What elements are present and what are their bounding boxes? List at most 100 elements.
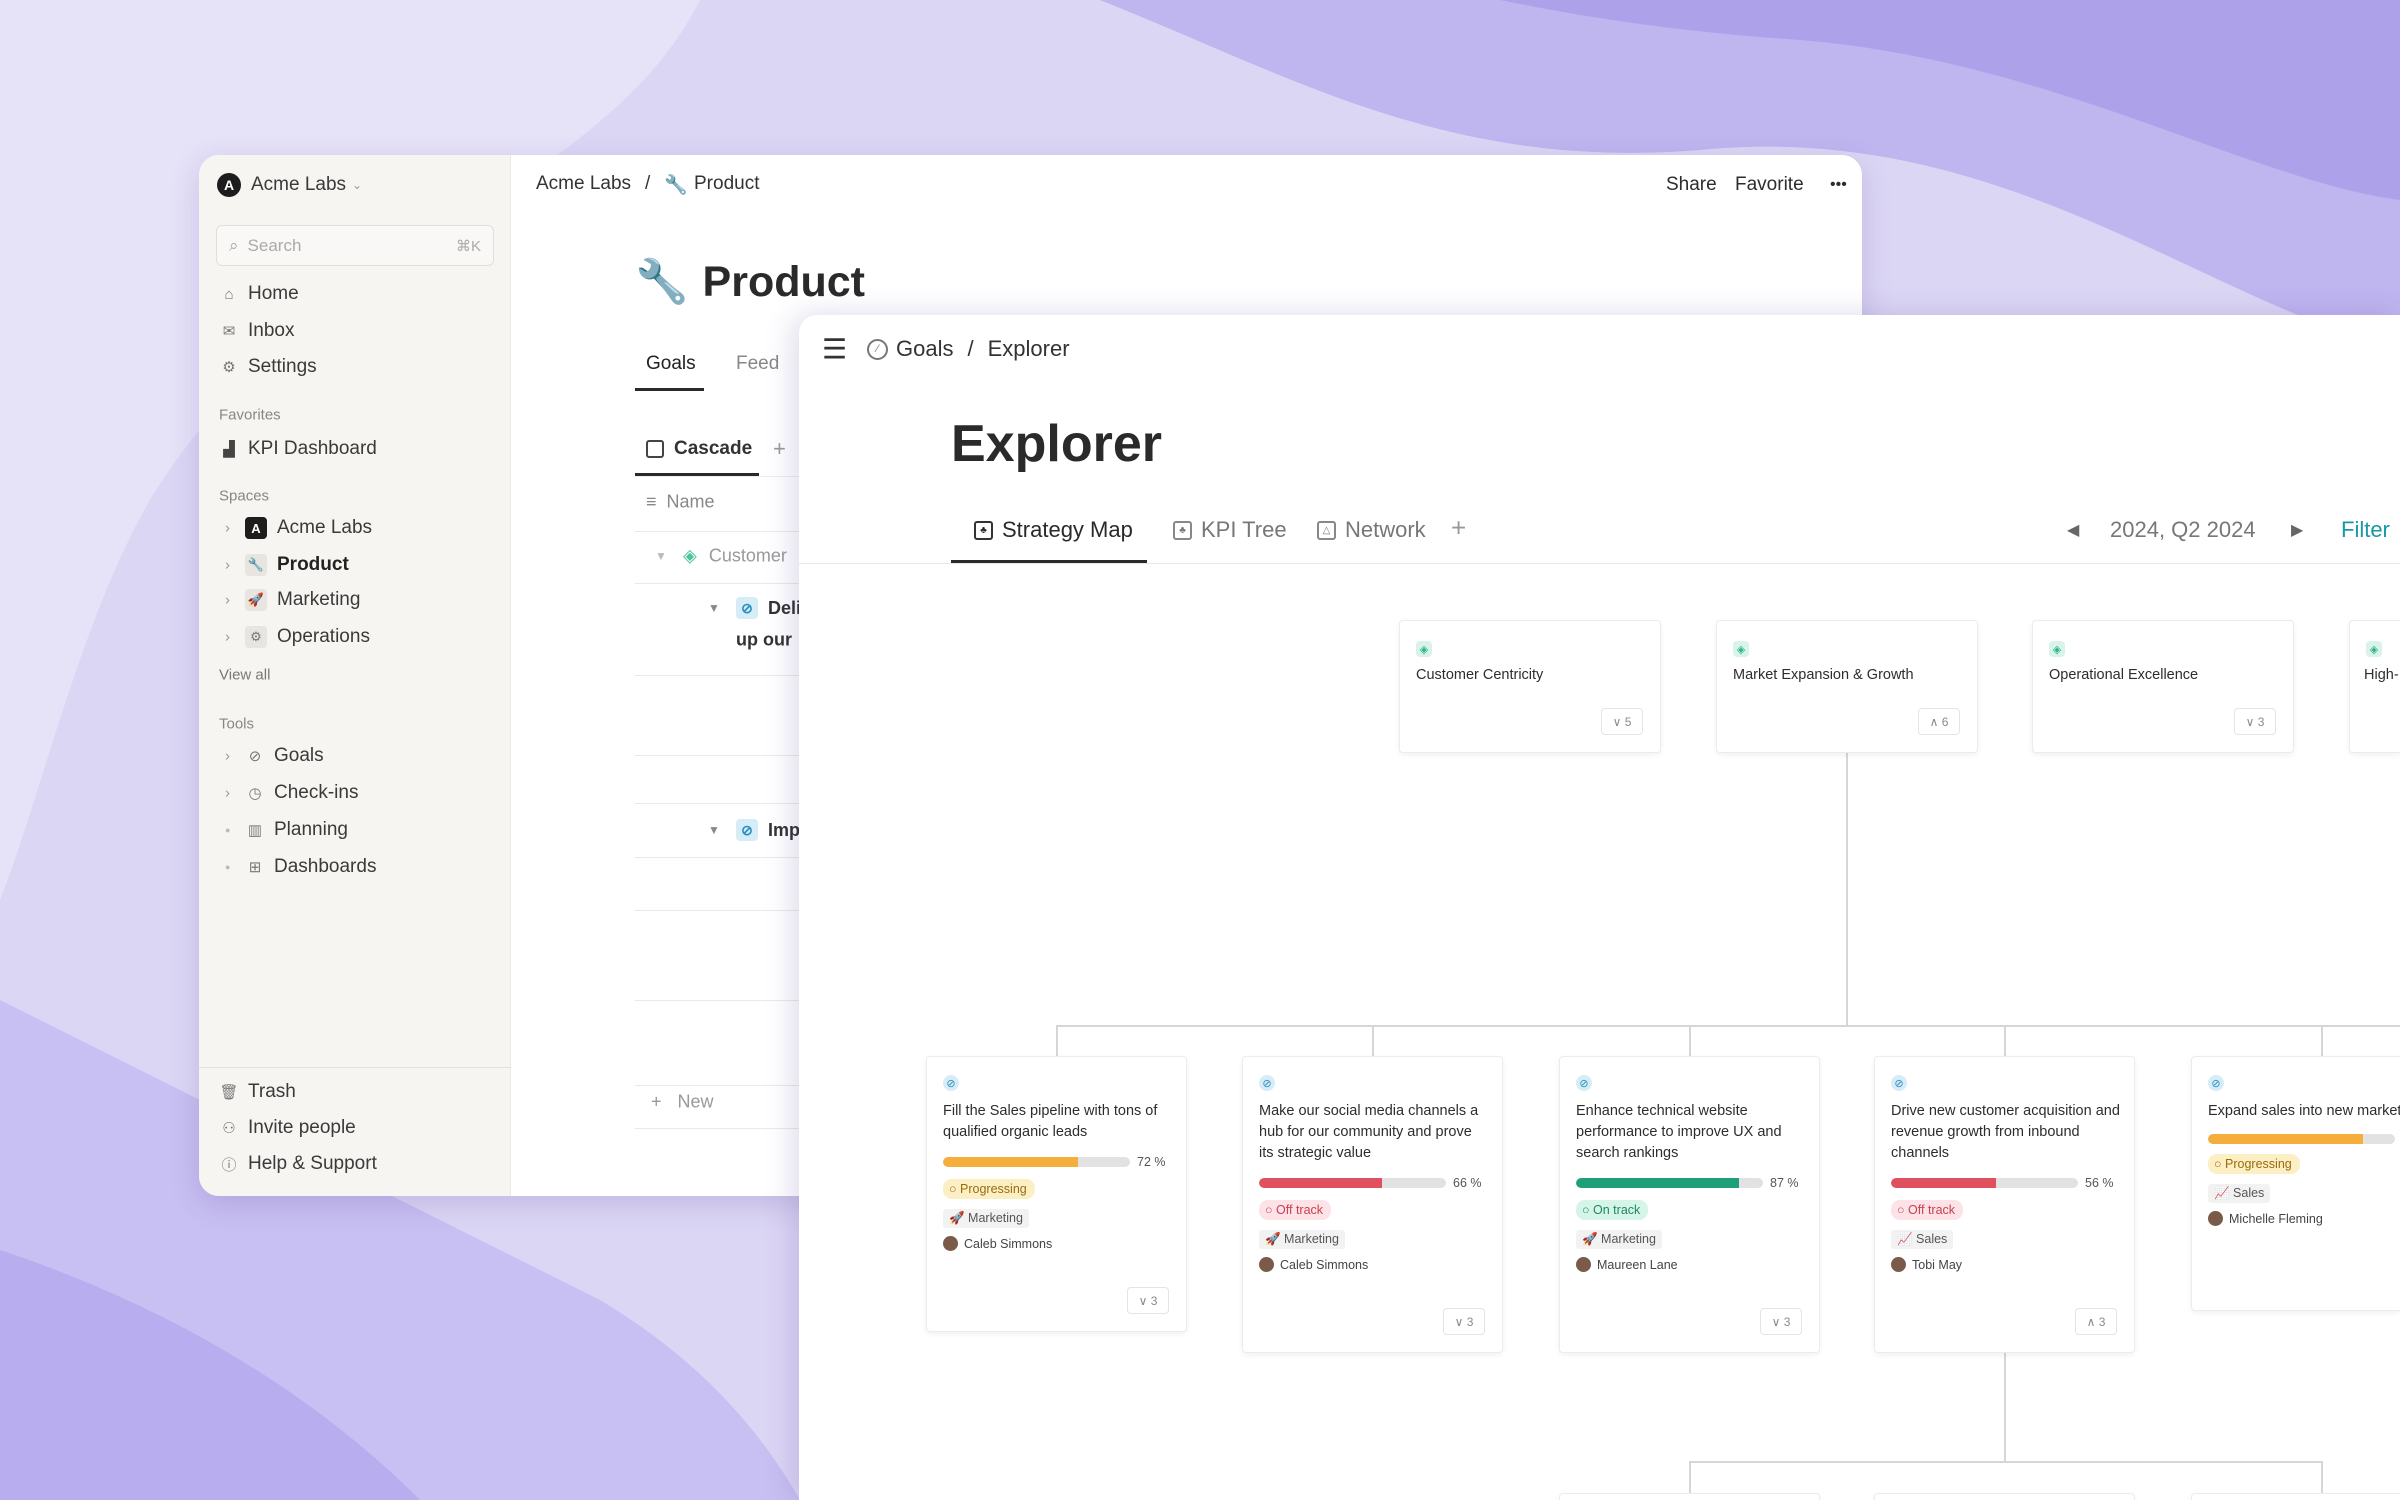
goal-card-partial[interactable] bbox=[1874, 1493, 2135, 1500]
card-title: Fill the Sales pipeline with tons of qua… bbox=[943, 1103, 1158, 1140]
sidebar-item-label: Trash bbox=[248, 1081, 296, 1102]
goal-card[interactable]: ⊘ Drive new customer acquisition and reve… bbox=[1874, 1056, 2135, 1353]
sidebar-item-planning[interactable]: ▥ Planning bbox=[245, 815, 348, 845]
tab-kpi-tree[interactable]: ♣ KPI Tree bbox=[1173, 517, 1287, 543]
expand-toggle-button[interactable]: ∧ 6 bbox=[1918, 708, 1960, 735]
card-body: Expand sales into new market ○ Progressin… bbox=[2208, 1101, 2400, 1226]
compass-icon: ⊘ bbox=[1891, 1075, 1907, 1091]
pillar-card[interactable]: ◈ Market Expansion & Growth ∧ 6 bbox=[1716, 620, 1978, 753]
target-icon: ◈ bbox=[683, 545, 697, 566]
goal-card[interactable]: ⊘ Expand sales into new market ○ Progressi… bbox=[2191, 1056, 2400, 1311]
sidebar-item-home[interactable]: ⌂ Home bbox=[219, 279, 298, 309]
add-tab-button[interactable]: + bbox=[1451, 512, 1467, 543]
pillar-card[interactable]: ◈ Operational Excellence ∨ 3 bbox=[2032, 620, 2294, 753]
sidebar-item-trash[interactable]: 🗑 Trash bbox=[219, 1077, 296, 1107]
column-header-name[interactable]: ≡ Name bbox=[646, 492, 715, 513]
owner[interactable]: Maureen Lane bbox=[1576, 1257, 1805, 1272]
chevron-right-icon[interactable]: › bbox=[225, 628, 230, 646]
team-tag[interactable]: 🚀 Marketing bbox=[1576, 1230, 1662, 1249]
chevron-right-icon[interactable]: › bbox=[225, 519, 230, 537]
sidebar-item-kpi-dashboard[interactable]: ▟ KPI Dashboard bbox=[219, 434, 377, 464]
view-all-link[interactable]: View all bbox=[219, 666, 271, 684]
expand-toggle-button[interactable]: ∧ 3 bbox=[2075, 1308, 2117, 1335]
sidebar-item-dashboards[interactable]: ⊞ Dashboards bbox=[245, 852, 377, 882]
expand-toggle-button[interactable]: ∨ 3 bbox=[1443, 1308, 1485, 1335]
sidebar-item-goals[interactable]: ⊘ Goals bbox=[245, 741, 324, 771]
goal-card-partial[interactable] bbox=[2191, 1493, 2400, 1500]
sidebar-item-check-ins[interactable]: ◷ Check-ins bbox=[245, 778, 358, 808]
tab-network[interactable]: △ Network bbox=[1317, 517, 1426, 543]
team-tag[interactable]: 🚀 Marketing bbox=[1259, 1230, 1345, 1249]
sidebar-item-help-support[interactable]: ⓘ Help & Support bbox=[219, 1149, 376, 1179]
team-tag[interactable]: 📈 Sales bbox=[1891, 1230, 1954, 1249]
status-circle-icon: ○ bbox=[1265, 1203, 1277, 1217]
goal-card[interactable]: ⊘ Enhance technical website performance t… bbox=[1559, 1056, 1820, 1353]
collapse-triangle-icon[interactable]: ▼ bbox=[655, 549, 667, 563]
tree-row[interactable]: ⊘ Deli bbox=[736, 597, 801, 619]
connector-line bbox=[1056, 1025, 2400, 1027]
breadcrumb-acme-labs[interactable]: Acme Labs bbox=[536, 173, 632, 194]
owner[interactable]: Caleb Simmons bbox=[1259, 1257, 1488, 1272]
chevron-right-icon[interactable]: › bbox=[225, 556, 230, 574]
sidebar-item-product[interactable]: 🔧 Product bbox=[245, 550, 349, 580]
expand-toggle-button[interactable]: ∨ 5 bbox=[1601, 708, 1643, 735]
sidebar-item-inbox[interactable]: ✉ Inbox bbox=[219, 316, 295, 346]
tab-cascade[interactable]: Cascade bbox=[646, 438, 752, 460]
status-badge: ○ On track bbox=[1576, 1200, 1649, 1220]
team-tag[interactable]: 📈 Sales bbox=[2208, 1184, 2271, 1203]
goal-card[interactable]: ⊘ Fill the Sales pipeline with tons of qu… bbox=[926, 1056, 1187, 1332]
tab-feed[interactable]: Feed bbox=[736, 353, 780, 374]
tree-row[interactable]: ⊘ Imp bbox=[736, 819, 800, 841]
tab-strategy-map[interactable]: ♣ Strategy Map bbox=[974, 517, 1133, 543]
breadcrumb-product[interactable]: Product bbox=[694, 173, 760, 194]
breadcrumb-explorer[interactable]: Explorer bbox=[987, 336, 1070, 361]
expand-toggle-button[interactable]: ∨ 3 bbox=[1127, 1287, 1169, 1314]
expand-toggle-button[interactable]: ∨ 3 bbox=[2234, 708, 2276, 735]
sidebar-item-settings[interactable]: ⚙ Settings bbox=[219, 352, 316, 382]
pillar-card[interactable]: ◈ Customer Centricity ∨ 5 bbox=[1399, 620, 1661, 753]
next-period-button[interactable]: ▶ bbox=[2291, 522, 2304, 539]
tab-goals[interactable]: Goals bbox=[646, 353, 696, 374]
share-button[interactable]: Share bbox=[1666, 174, 1717, 195]
hamburger-menu-icon[interactable]: ☰ bbox=[822, 333, 848, 365]
filter-button[interactable]: Filter bbox=[2341, 517, 2390, 542]
acme-logo-icon: A bbox=[245, 517, 267, 539]
sidebar-item-invite-people[interactable]: ⚇ Invite people bbox=[219, 1113, 355, 1143]
collapse-triangle-icon[interactable]: ▼ bbox=[708, 601, 720, 615]
collapse-triangle-icon[interactable]: ▼ bbox=[708, 823, 720, 837]
sidebar-item-label: Acme Labs bbox=[277, 517, 373, 538]
expand-toggle-button[interactable]: ∨ 3 bbox=[1760, 1308, 1802, 1335]
period-selector[interactable]: 2024, Q2 2024 bbox=[2110, 517, 2256, 542]
more-options-button[interactable]: ••• bbox=[1830, 176, 1847, 193]
workspace-switcher[interactable]: A Acme Labs ⌄ bbox=[217, 170, 362, 200]
add-view-button[interactable]: + bbox=[773, 436, 786, 461]
owner[interactable]: Tobi May bbox=[1891, 1257, 2120, 1272]
list-view-icon bbox=[646, 440, 664, 458]
goal-card[interactable]: ⊘ Make our social media channels a hub fo… bbox=[1242, 1056, 1503, 1353]
breadcrumb-separator: / bbox=[645, 173, 651, 194]
owner[interactable]: Michelle Fleming bbox=[2208, 1211, 2400, 1226]
tree-row[interactable]: ◈ Customer bbox=[683, 546, 787, 567]
sidebar-item-acme-labs[interactable]: A Acme Labs bbox=[245, 513, 372, 543]
progress-track bbox=[1259, 1178, 1446, 1188]
owner-name: Caleb Simmons bbox=[964, 1236, 1053, 1251]
sidebar-item-marketing[interactable]: 🚀 Marketing bbox=[245, 585, 360, 615]
chevron-right-icon[interactable]: › bbox=[225, 591, 230, 609]
team-tag[interactable]: 🚀 Marketing bbox=[943, 1209, 1029, 1228]
owner[interactable]: Caleb Simmons bbox=[943, 1236, 1172, 1251]
chevron-right-icon[interactable]: › bbox=[225, 747, 230, 765]
new-row-button[interactable]: + New bbox=[651, 1092, 714, 1113]
search-input[interactable]: ⌕ Search ⌘K bbox=[216, 225, 494, 266]
status-circle-icon: ○ bbox=[2214, 1157, 2226, 1171]
people-icon: ⚇ bbox=[222, 1120, 236, 1137]
progress-percent: 56 % bbox=[2085, 1176, 2114, 1190]
breadcrumb-goals[interactable]: Goals bbox=[896, 336, 954, 361]
goal-card-partial[interactable] bbox=[1559, 1493, 1820, 1500]
favorite-button[interactable]: Favorite bbox=[1735, 174, 1804, 195]
progress-percent: 87 % bbox=[1770, 1176, 1799, 1190]
sidebar-item-operations[interactable]: ⚙ Operations bbox=[245, 622, 370, 652]
pillar-card[interactable]: ◈ High- bbox=[2349, 620, 2400, 753]
chevron-right-icon[interactable]: › bbox=[225, 784, 230, 802]
connector-line bbox=[1372, 1025, 1374, 1056]
previous-period-button[interactable]: ◀ bbox=[2067, 522, 2080, 539]
